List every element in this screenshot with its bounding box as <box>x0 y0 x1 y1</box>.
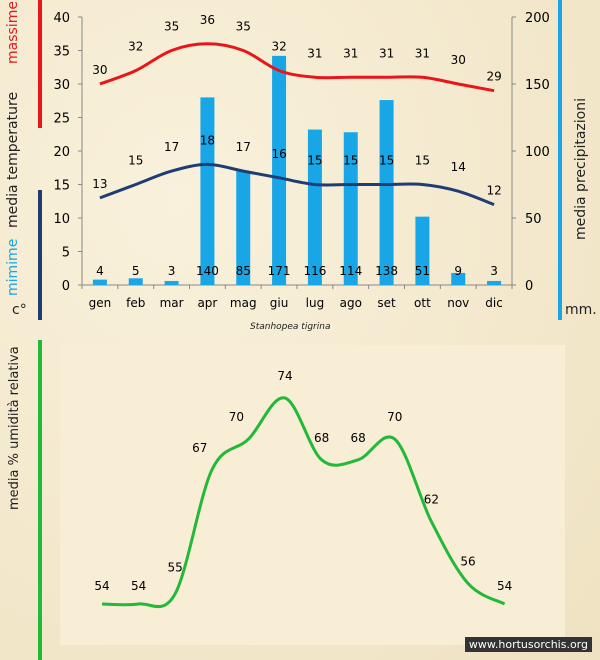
massime-line <box>99 42 495 93</box>
right-tick-label: 150 <box>525 78 550 93</box>
precip-bar-mark <box>272 55 287 285</box>
label-umidita: media % umidità relativa <box>7 346 22 510</box>
precip-data-label: 3 <box>490 264 498 278</box>
precip-bar-mark <box>164 280 179 285</box>
left-tick-label: 20 <box>53 145 70 160</box>
massime-data-label: 32 <box>128 40 143 54</box>
massime-data-label: 36 <box>200 13 215 27</box>
chart-title: Stanhopea tigrina <box>250 322 331 332</box>
label-mimime: mimime <box>5 238 21 296</box>
x-tick-label: mar <box>160 296 184 310</box>
x-tick-label: giu <box>270 296 289 310</box>
massime-data-label: 32 <box>271 40 286 54</box>
x-tick-label: ago <box>340 296 362 310</box>
left-tick-label: 15 <box>53 179 70 194</box>
mimime-data-label: 15 <box>379 154 394 168</box>
watermark: www.hortusorchis.org <box>464 637 592 652</box>
precip-bar-mark <box>379 100 394 285</box>
right-tick-label: 50 <box>525 212 542 227</box>
precip-data-label: 138 <box>375 264 398 278</box>
massime-data-label: 31 <box>415 46 430 60</box>
humidity-data-label: 54 <box>497 579 512 593</box>
precip-data-label: 9 <box>454 264 462 278</box>
label-media-temperature: media temperature <box>5 91 21 228</box>
humidity-line <box>101 396 506 609</box>
precip-data-label: 114 <box>339 264 362 278</box>
x-tick-label: gen <box>89 296 112 310</box>
humidity-data-label: 70 <box>387 410 402 424</box>
mimime-data-label: 14 <box>451 160 466 174</box>
x-tick-label: set <box>377 296 396 310</box>
label-massime: massime <box>5 1 21 64</box>
x-tick-label: ott <box>414 296 431 310</box>
massime-data-label: 30 <box>92 63 107 77</box>
precip-bar-mark <box>307 129 322 285</box>
mimime-data-label: 17 <box>164 140 179 154</box>
x-tick-label: nov <box>447 296 469 310</box>
precip-data-label: 4 <box>96 264 104 278</box>
precip-bar-mark <box>343 132 358 285</box>
precip-data-label: 116 <box>303 264 326 278</box>
right-tick-label: 0 <box>525 279 533 294</box>
left-tick-label: 35 <box>53 45 70 60</box>
massime-data-label: 31 <box>343 46 358 60</box>
humidity-data-label: 70 <box>229 410 244 424</box>
mimime-data-label: 15 <box>343 154 358 168</box>
label-unit-celsius: c° <box>12 302 27 318</box>
x-tick-label: lug <box>306 296 325 310</box>
left-tick-label: 25 <box>53 112 70 127</box>
mimime-data-label: 13 <box>92 177 107 191</box>
mimime-data-label: 12 <box>486 184 501 198</box>
massime-data-label: 35 <box>164 20 179 34</box>
left-tick-label: 40 <box>53 11 70 26</box>
right-tick-label: 200 <box>525 11 550 26</box>
precip-data-label: 140 <box>196 264 219 278</box>
massime-data-label: 35 <box>236 20 251 34</box>
mimime-data-label: 17 <box>236 140 251 154</box>
massime-data-label: 31 <box>307 46 322 60</box>
humidity-data-label: 67 <box>192 441 207 455</box>
label-media-precipitazioni: media precipitazioni <box>573 97 589 240</box>
precip-data-label: 5 <box>132 264 140 278</box>
precip-data-label: 3 <box>168 264 176 278</box>
mimime-data-label: 16 <box>271 147 286 161</box>
mimime-line <box>99 162 495 207</box>
mimime-data-label: 18 <box>200 133 215 147</box>
precip-bar-mark <box>487 280 502 285</box>
right-tick-label: 100 <box>525 145 550 160</box>
mimime-data-label: 15 <box>415 154 430 168</box>
x-tick-label: mag <box>230 296 257 310</box>
x-tick-label: dic <box>485 296 503 310</box>
massime-data-label: 30 <box>451 53 466 67</box>
mimime-data-label: 15 <box>128 154 143 168</box>
humidity-data-label: 74 <box>277 369 292 383</box>
humidity-data-label: 54 <box>131 579 146 593</box>
massime-data-label: 29 <box>486 70 501 84</box>
precip-bar-mark <box>236 171 251 285</box>
left-tick-label: 5 <box>62 246 70 261</box>
humidity-data-label: 56 <box>460 554 475 568</box>
x-tick-label: apr <box>197 296 217 310</box>
humidity-data-label: 68 <box>351 431 366 445</box>
humidity-data-label: 62 <box>424 493 439 507</box>
precip-data-label: 171 <box>268 264 291 278</box>
humidity-data-label: 68 <box>314 431 329 445</box>
massime-data-label: 31 <box>379 46 394 60</box>
precip-bar-mark <box>415 216 430 285</box>
label-unit-mm: mm. <box>565 302 597 318</box>
left-tick-label: 10 <box>53 212 70 227</box>
x-tick-label: feb <box>126 296 145 310</box>
left-tick-label: 30 <box>53 78 70 93</box>
humidity-data-label: 54 <box>94 579 109 593</box>
precip-data-label: 85 <box>236 264 251 278</box>
precip-bar-mark <box>92 279 107 285</box>
humidity-data-label: 55 <box>168 561 183 575</box>
precip-bar-mark <box>451 272 466 285</box>
precip-data-label: 51 <box>415 264 430 278</box>
left-tick-label: 0 <box>62 279 70 294</box>
precip-bar-mark <box>200 97 215 286</box>
mimime-data-label: 15 <box>307 154 322 168</box>
precip-bar-mark <box>128 278 143 285</box>
